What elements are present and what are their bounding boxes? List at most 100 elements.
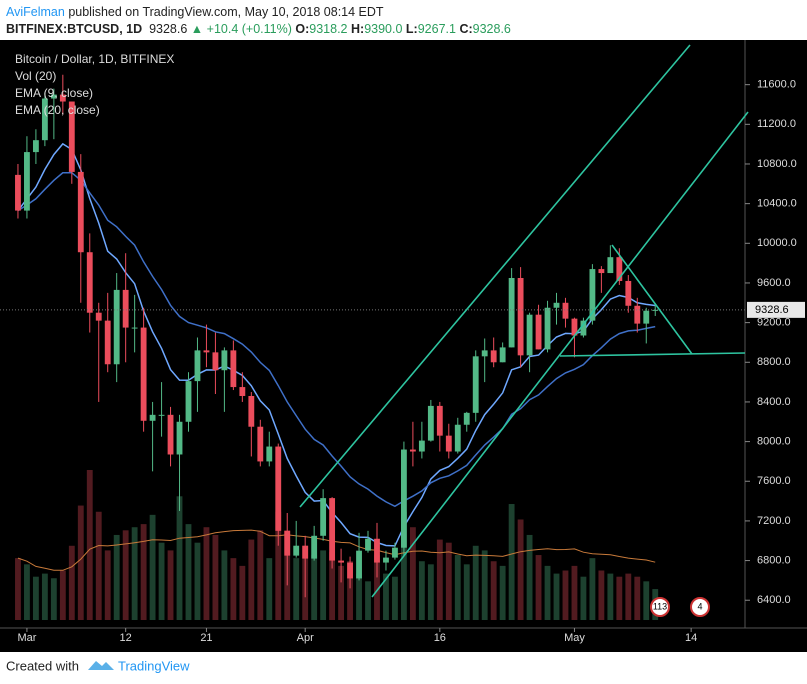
candle-body: [167, 414, 174, 455]
volume-bar: [392, 576, 398, 620]
candle-body: [445, 435, 452, 452]
volume-bar: [499, 565, 506, 620]
candle-body: [140, 327, 147, 421]
candle-body: [472, 356, 479, 413]
volume-bar: [571, 565, 578, 620]
volume-bar: [454, 555, 461, 620]
candle-body: [463, 412, 470, 425]
footer-created: Created with: [6, 658, 79, 673]
candle-body: [59, 94, 66, 102]
x-tick-label: Apr: [297, 632, 314, 644]
published: published on TradingView.com, May 10, 20…: [68, 5, 384, 19]
candle-body: [418, 440, 425, 452]
x-tick-label: 16: [434, 632, 446, 644]
candle-body: [158, 414, 165, 416]
candle-body: [239, 387, 246, 396]
candle-body: [553, 302, 560, 308]
triangle-top: [611, 244, 693, 355]
candle-body: [302, 545, 309, 559]
candle-body: [68, 101, 75, 172]
volume-bar: [553, 573, 560, 620]
volume-bar: [257, 530, 264, 620]
chart-bg: [0, 40, 807, 652]
event-badge: [690, 597, 710, 617]
candle-body: [625, 280, 632, 306]
header-line1: AviFelman published on TradingView.com, …: [6, 4, 511, 21]
volume-bar: [589, 558, 596, 620]
candle-body: [248, 395, 255, 427]
ohlc: O:9318.2 H:9390.0 L:9267.1 C:9328.6: [295, 22, 511, 36]
volume-bar: [418, 561, 425, 620]
ohlc-key: C:: [459, 22, 473, 36]
candle-body: [185, 381, 192, 422]
candle-body: [634, 305, 641, 324]
candle-body: [400, 449, 407, 548]
candle-body: [598, 269, 605, 274]
volume-bar: [347, 561, 353, 620]
candle-body: [15, 174, 21, 211]
volume-bar: [95, 511, 102, 620]
header-line2: BITFINEX:BTCUSD, 1D 9328.6 ▲ +10.4 (+0.1…: [6, 21, 511, 38]
volume-bar: [652, 589, 659, 620]
volume-bar: [185, 524, 192, 620]
volume-bar: [239, 565, 246, 620]
candle-body: [24, 152, 30, 211]
candle-body: [356, 550, 362, 579]
volume-bar: [104, 550, 111, 620]
volume-bar: [221, 550, 228, 620]
candle-body: [392, 547, 398, 558]
y-tick-label: 9200.0: [757, 317, 791, 329]
y-tick-label: 8400.0: [757, 396, 791, 408]
volume-bar: [266, 558, 273, 620]
candle-body: [212, 352, 219, 371]
volume-bar: [365, 581, 371, 620]
volume-bar: [131, 527, 138, 620]
candle-body: [293, 545, 300, 556]
volume-bar: [508, 504, 515, 620]
volume-bar: [338, 565, 345, 620]
ema-line: [17, 171, 656, 508]
volume-bar: [86, 470, 93, 620]
volume-bar: [176, 496, 183, 620]
volume-bar: [230, 558, 237, 620]
candle-body: [329, 498, 336, 561]
volume-bar: [544, 565, 551, 620]
candle-body: [320, 498, 327, 536]
ohlc-value: 9318.2: [309, 22, 348, 36]
volume-bar: [248, 539, 255, 620]
event-badge-count: 113: [653, 601, 667, 611]
ohlc-value: 9267.1: [417, 22, 456, 36]
volume-bar: [634, 576, 641, 620]
footer-brand[interactable]: TradingView: [118, 658, 190, 673]
volume-bar: [436, 539, 443, 620]
candle-body: [41, 98, 48, 141]
y-tick-label: 8800.0: [757, 356, 791, 368]
volume-bar: [374, 555, 380, 620]
volume-ma: [17, 529, 656, 571]
candle-body: [589, 269, 596, 321]
volume-bar: [490, 561, 497, 620]
volume-bar: [526, 534, 533, 620]
ohlc-key: L:: [405, 22, 418, 36]
volume-bar: [409, 527, 416, 620]
volume-bar: [41, 573, 48, 620]
author[interactable]: AviFelman: [6, 5, 65, 19]
y-tick-label: 10400.0: [757, 198, 797, 210]
volume-bar: [517, 519, 524, 620]
volume-bar: [122, 530, 129, 620]
channel-lower: [371, 111, 749, 598]
channel-upper: [299, 44, 691, 508]
y-tick-label: 6800.0: [757, 554, 791, 566]
ohlc-value: 9328.6: [472, 22, 511, 36]
volume-bar: [580, 576, 587, 620]
candle-body: [607, 257, 614, 274]
legend-item: Bitcoin / Dollar, 1D, BITFINEX: [15, 52, 174, 66]
volume-bar: [167, 550, 174, 620]
volume-bar: [535, 555, 542, 620]
volume-bar: [311, 555, 318, 620]
candle-body: [571, 318, 578, 336]
event-badge-count: 4: [697, 601, 702, 611]
candle-body: [122, 289, 129, 328]
volume-bar: [445, 542, 452, 620]
